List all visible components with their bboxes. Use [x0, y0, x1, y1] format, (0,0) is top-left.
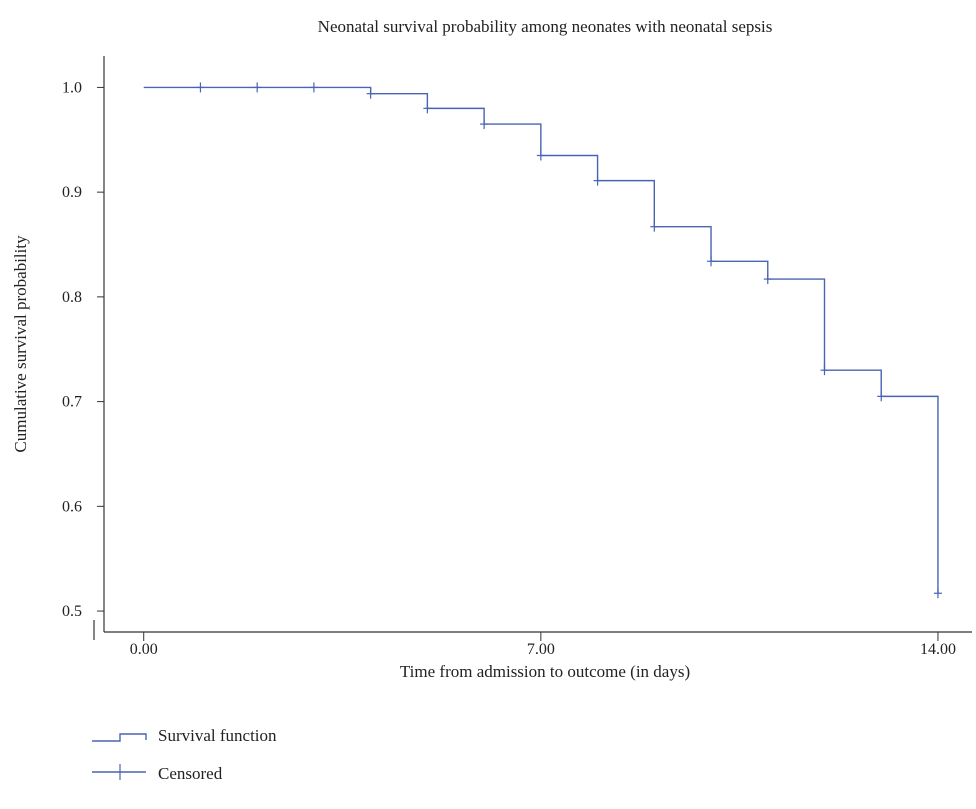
censored-marker [820, 365, 829, 376]
legend-item-survival: Survival function [92, 726, 277, 745]
x-tick-label: 14.00 [920, 641, 956, 658]
survival-function-line [143, 86, 939, 594]
x-axis-label: Time from admission to outcome (in days) [400, 662, 690, 681]
y-tick-label: 1.0 [62, 79, 82, 96]
censored-marker [650, 221, 659, 232]
legend-label-survival: Survival function [158, 726, 277, 745]
plot-area [143, 82, 942, 599]
legend: Survival function Censored [92, 726, 277, 783]
censored-marker [309, 82, 318, 93]
censored-marker [877, 391, 886, 402]
censored-marker [593, 175, 602, 186]
y-axis-ticks: 0.5 0.6 0.7 0.8 0.9 1.0 [62, 79, 104, 620]
censored-marker [366, 88, 375, 99]
x-tick-label: 0.00 [130, 641, 158, 658]
legend-item-censored: Censored [92, 764, 223, 783]
censored-marker [933, 588, 942, 599]
censored-marker [423, 103, 432, 114]
y-tick-label: 0.9 [62, 184, 82, 201]
chart-title: Neonatal survival probability among neon… [318, 17, 773, 36]
y-tick-label: 0.7 [62, 394, 82, 411]
y-tick-label: 0.5 [62, 603, 82, 620]
x-axis-ticks: 0.00 7.00 14.00 [130, 632, 956, 658]
censored-marker [763, 274, 772, 285]
censored-marker [196, 82, 205, 93]
y-tick-label: 0.6 [62, 498, 82, 515]
y-tick-label: 0.8 [62, 289, 82, 306]
legend-swatch-survival [92, 733, 147, 742]
x-tick-label: 7.00 [527, 641, 555, 658]
censored-marker [536, 150, 545, 161]
censored-marker [253, 82, 262, 93]
y-axis-label: Cumulative survival probability [11, 235, 30, 453]
censored-marker [707, 256, 716, 267]
legend-label-censored: Censored [158, 764, 223, 783]
censored-marker [480, 119, 489, 130]
